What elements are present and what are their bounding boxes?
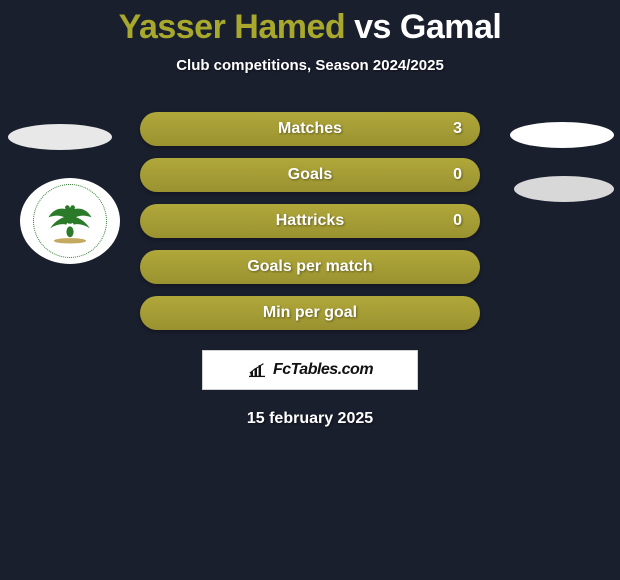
stat-bar-matches: Matches 3	[140, 112, 480, 146]
brand-box[interactable]: FcTables.com	[202, 350, 418, 390]
player1-name: Yasser Hamed	[119, 8, 346, 46]
date-text: 15 february 2025	[0, 410, 620, 428]
stat-bar-min-per-goal: Min per goal	[140, 296, 480, 330]
matches-label: Matches	[278, 120, 342, 138]
matches-value-right: 3	[453, 120, 462, 138]
comparison-title: Yasser Hamed vs Gamal	[0, 0, 620, 47]
stat-bar-hattricks: Hattricks 0	[140, 204, 480, 238]
gpm-label: Goals per match	[247, 258, 372, 276]
chart-icon	[247, 362, 267, 378]
stat-bar-goals: Goals 0	[140, 158, 480, 192]
goals-label: Goals	[288, 166, 332, 184]
hattricks-value-right: 0	[453, 212, 462, 230]
vs-text: vs	[354, 8, 391, 46]
mpg-label: Min per goal	[263, 304, 357, 322]
stat-bar-goals-per-match: Goals per match	[140, 250, 480, 284]
eagle-logo-icon	[43, 194, 97, 248]
club-logo-inner	[33, 184, 107, 258]
decorative-ellipse-left	[8, 124, 112, 150]
player2-name: Gamal	[400, 8, 501, 46]
decorative-ellipse-right-bottom	[514, 176, 614, 202]
decorative-ellipse-right-top	[510, 122, 614, 148]
brand-text: FcTables.com	[273, 361, 373, 379]
goals-value-right: 0	[453, 166, 462, 184]
hattricks-label: Hattricks	[276, 212, 344, 230]
club-logo-badge	[20, 178, 120, 264]
subtitle: Club competitions, Season 2024/2025	[0, 57, 620, 74]
